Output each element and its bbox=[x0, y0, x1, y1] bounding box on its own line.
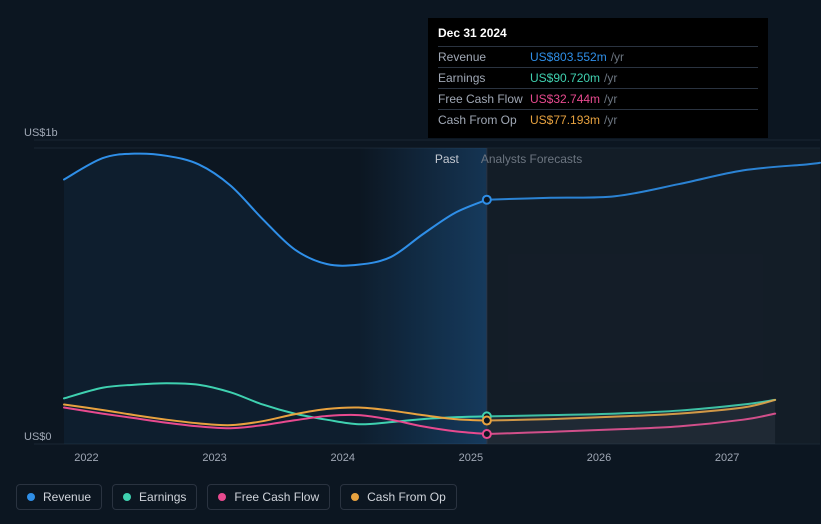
tooltip-row: Free Cash FlowUS$32.744m/yr bbox=[438, 88, 758, 109]
tooltip-row-label: Cash From Op bbox=[438, 113, 530, 127]
legend-item-free-cash-flow[interactable]: Free Cash Flow bbox=[207, 484, 330, 510]
legend-dot bbox=[351, 493, 359, 501]
legend-item-revenue[interactable]: Revenue bbox=[16, 484, 102, 510]
tooltip-row-label: Free Cash Flow bbox=[438, 92, 530, 106]
tooltip-date: Dec 31 2024 bbox=[438, 26, 758, 46]
tooltip-row-label: Earnings bbox=[438, 71, 530, 85]
x-tick-label: 2027 bbox=[715, 452, 739, 464]
legend-dot bbox=[27, 493, 35, 501]
region-label-past: Past bbox=[435, 152, 459, 166]
legend-label: Free Cash Flow bbox=[234, 490, 319, 504]
legend-dot bbox=[123, 493, 131, 501]
legend-dot bbox=[218, 493, 226, 501]
tooltip-row: RevenueUS$803.552m/yr bbox=[438, 46, 758, 67]
x-tick-label: 2025 bbox=[459, 452, 483, 464]
tooltip-row-value: US$90.720m bbox=[530, 71, 600, 85]
tooltip-row-unit: /yr bbox=[604, 92, 617, 106]
tooltip-row-unit: /yr bbox=[604, 71, 617, 85]
y-tick-label: US$0 bbox=[24, 431, 52, 443]
legend-item-cash-from-op[interactable]: Cash From Op bbox=[340, 484, 457, 510]
tooltip-row-label: Revenue bbox=[438, 50, 530, 64]
legend-label: Earnings bbox=[139, 490, 186, 504]
legend-item-earnings[interactable]: Earnings bbox=[112, 484, 197, 510]
tooltip-row-unit: /yr bbox=[604, 113, 617, 127]
y-tick-label: US$1b bbox=[24, 127, 58, 139]
data-tooltip: Dec 31 2024 RevenueUS$803.552m/yrEarning… bbox=[428, 18, 768, 138]
x-tick-label: 2022 bbox=[74, 452, 98, 464]
tooltip-row-value: US$32.744m bbox=[530, 92, 600, 106]
tooltip-row: EarningsUS$90.720m/yr bbox=[438, 67, 758, 88]
x-tick-label: 2023 bbox=[202, 452, 226, 464]
tooltip-row-value: US$77.193m bbox=[530, 113, 600, 127]
legend-label: Cash From Op bbox=[367, 490, 446, 504]
legend: Revenue Earnings Free Cash Flow Cash From O… bbox=[16, 484, 457, 510]
x-tick-label: 2024 bbox=[330, 452, 354, 464]
legend-label: Revenue bbox=[43, 490, 91, 504]
x-axis-labels: 2022 2023 2024 2025 2026 2027 bbox=[0, 452, 821, 470]
tooltip-row: Cash From OpUS$77.193m/yr bbox=[438, 109, 758, 130]
region-label-forecast: Analysts Forecasts bbox=[481, 152, 582, 166]
tooltip-row-value: US$803.552m bbox=[530, 50, 607, 64]
tooltip-row-unit: /yr bbox=[611, 50, 624, 64]
x-tick-label: 2026 bbox=[587, 452, 611, 464]
